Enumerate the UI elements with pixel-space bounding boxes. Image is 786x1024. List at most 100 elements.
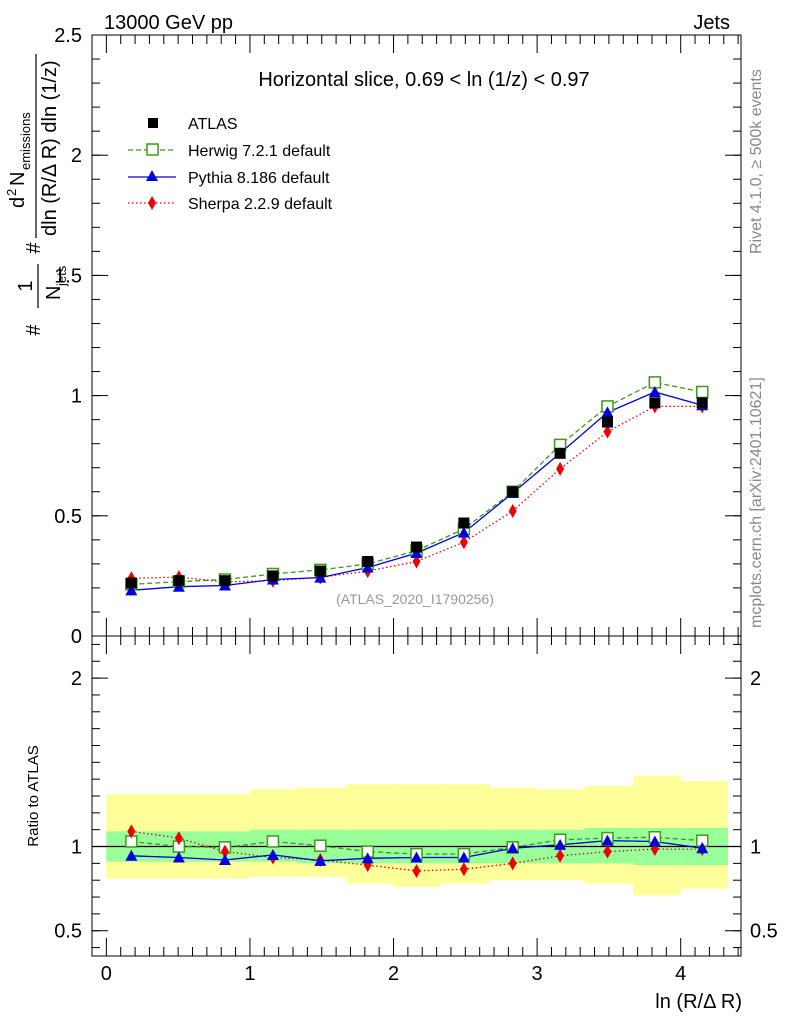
xtick-label: 2 [388, 963, 399, 985]
energy-label: 13000 GeV pp [104, 12, 233, 34]
main-ytick-label: 2 [71, 145, 82, 167]
ratio-ytick-label: 1 [71, 837, 82, 859]
legend: ATLAS Herwig 7.2.1 default Pythia 8.186 … [128, 116, 333, 213]
ratio-frame [91, 635, 742, 957]
main-point-atlas [411, 541, 422, 553]
legend-entry-pythia: Pythia 8.186 default [128, 170, 330, 187]
legend-label-herwig: Herwig 7.2.1 default [188, 143, 331, 160]
ratio-point-pythia [506, 842, 519, 854]
ylabel-frac2-num-sub: emissions [18, 112, 33, 170]
legend-entry-atlas: ATLAS [148, 116, 238, 133]
legend-marker-sherpa [148, 196, 156, 210]
legend-marker-atlas [148, 118, 158, 128]
main-point-sherpa [508, 503, 517, 518]
legend-marker-herwig [146, 143, 159, 156]
main-ytick-label: 1.5 [54, 265, 82, 287]
main-point-pythia [125, 584, 138, 596]
xtick-label: 3 [532, 963, 543, 985]
ratio-ytick-label-right: 2 [750, 668, 761, 690]
main-point-atlas [125, 577, 137, 589]
main-point-atlas [507, 486, 519, 498]
main-point-atlas [173, 575, 185, 587]
ratio-point-pythia [554, 838, 567, 850]
legend-label-pythia: Pythia 8.186 default [188, 170, 330, 187]
ratio-point-pythia [125, 849, 138, 861]
main-title: Horizontal slice, 0.69 < ln (1/z) < 0.97 [258, 69, 589, 91]
ratio-point-sherpa [556, 848, 565, 863]
ratio-point-pythia [601, 834, 614, 846]
ylabel-hash-1: # [23, 324, 45, 336]
ratio-point-sherpa [459, 862, 468, 877]
ylabel-frac2-num-sup: 2 [4, 189, 19, 196]
ylabel-frac2-den: dln (R/Δ R) dln (1/z) [39, 60, 61, 236]
ratio-point-pythia [648, 835, 661, 847]
x-axis-label: ln (R/Δ R) [655, 991, 742, 1013]
ratio-point-pythia [410, 851, 423, 863]
ratio-ytick-label: 0.5 [54, 921, 82, 943]
legend-label-atlas: ATLAS [188, 116, 238, 133]
main-point-atlas [314, 565, 326, 577]
ratio-point-pythia [218, 854, 231, 865]
main-point-pythia [361, 561, 374, 573]
main-point-atlas [362, 555, 374, 567]
main-point-sherpa [459, 535, 468, 550]
ratio-ytick-label-right: 1 [750, 837, 761, 859]
ratio-point-herwig [314, 839, 327, 852]
main-ytick-label: 0.5 [54, 506, 82, 528]
main-point-atlas [696, 397, 708, 409]
legend-entry-sherpa: Sherpa 2.2.9 default [128, 196, 333, 213]
main-point-atlas [458, 517, 470, 529]
main-point-pythia [314, 571, 327, 583]
ratio-point-sherpa [603, 844, 612, 859]
ratio-point-sherpa [412, 863, 421, 878]
ylabel-frac1-den: N [43, 286, 65, 300]
main-panel: Horizontal slice, 0.69 < ln (1/z) < 0.97… [4, 25, 742, 648]
main-point-pythia [410, 547, 423, 559]
process-label: Jets [693, 12, 730, 34]
ratio-point-pythia [361, 852, 374, 864]
ylabel-frac1-den-sub: jets [54, 265, 69, 287]
ratio-point-herwig [266, 835, 280, 848]
watermark: (ATLAS_2020_I1790256) [336, 591, 494, 607]
main-point-atlas [267, 570, 279, 582]
main-ylabel: # 1 N jets # d 2 N emissions dln (R/Δ R)… [4, 54, 69, 336]
main-point-pythia [172, 580, 185, 592]
ratio-point-sherpa [508, 856, 517, 871]
main-ytick-label: 1 [71, 386, 82, 408]
ratio-point-pythia [696, 842, 709, 854]
ylabel-frac2-num-d: d [7, 197, 29, 208]
ratio-point-pythia [314, 854, 327, 866]
xtick-label: 4 [675, 963, 686, 985]
main-point-herwig [695, 385, 709, 399]
ratio-panel: 0.5 0.5 1 1 2 2 0 1 2 3 4 Ratio to ATLAS ln (R/Δ … [25, 35, 778, 1013]
ratio-point-pythia [457, 851, 470, 863]
main-ytick-label: 2.5 [54, 25, 82, 47]
ratio-ytick-label: 2 [71, 668, 82, 690]
main-point-sherpa [603, 424, 612, 439]
main-point-atlas [554, 447, 566, 459]
main-ytick-label: 0 [71, 626, 82, 648]
ratio-point-pythia [172, 851, 185, 863]
ylabel-frac2-num-n: N [7, 172, 29, 186]
main-point-pythia [601, 406, 614, 418]
xtick-label: 0 [101, 963, 112, 985]
main-point-atlas [219, 575, 231, 587]
rivet-label: Rivet 4.1.0, ≥ 500k events [748, 69, 765, 254]
main-point-pythia [457, 526, 470, 538]
main-point-sherpa [556, 461, 565, 476]
ratio-point-sherpa [174, 831, 183, 846]
ratio-ytick-label-right: 0.5 [750, 921, 778, 943]
ratio-point-sherpa [220, 844, 229, 859]
legend-marker-pythia [146, 170, 158, 181]
ratio-point-pythia [266, 848, 279, 860]
ylabel-hash-2: # [23, 242, 45, 254]
ratio-ylabel: Ratio to ATLAS [25, 745, 42, 846]
main-point-atlas [601, 416, 613, 428]
site-label: mcplots.cern.ch [arXiv:2401.10621] [748, 377, 765, 628]
legend-entry-herwig: Herwig 7.2.1 default [128, 143, 331, 160]
main-point-pythia [648, 385, 661, 397]
main-point-atlas [649, 397, 661, 409]
ratio-point-sherpa [127, 824, 136, 839]
ylabel-frac1-num: 1 [15, 280, 37, 291]
